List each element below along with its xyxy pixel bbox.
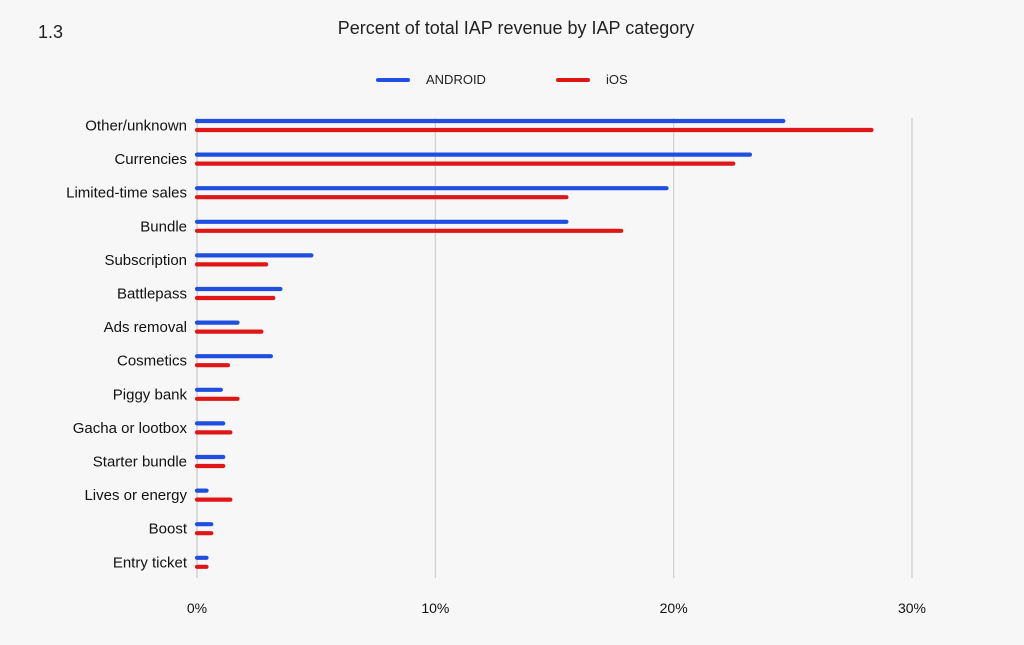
category-label: Lives or energy (84, 487, 187, 504)
category-label: Subscription (104, 252, 187, 269)
legend-swatch-ios (556, 77, 590, 82)
category-label: Boost (149, 521, 188, 538)
category-label: Bundle (140, 218, 187, 235)
category-label: Gacha or lootbox (73, 420, 188, 437)
legend-label-android: ANDROID (426, 72, 486, 87)
category-label: Cosmetics (117, 353, 187, 370)
category-label: Limited-time sales (66, 185, 187, 202)
x-tick-label: 20% (660, 600, 688, 616)
legend-item-ios: iOS (556, 72, 628, 87)
legend-swatch-android (376, 77, 410, 82)
category-label: Entry ticket (113, 554, 188, 571)
x-tick-label: 30% (898, 600, 926, 616)
category-label: Other/unknown (85, 118, 187, 135)
x-tick-label: 10% (421, 600, 449, 616)
category-label: Piggy bank (113, 386, 188, 403)
chart-legend: ANDROID iOS (0, 72, 1024, 92)
chart-title: Percent of total IAP revenue by IAP cate… (337, 18, 695, 38)
figure-number: 1.3 (38, 22, 64, 42)
category-label: Currencies (114, 151, 187, 168)
legend-label-ios: iOS (606, 72, 628, 87)
legend-item-android: ANDROID (376, 72, 486, 87)
category-label: Battlepass (117, 286, 187, 303)
category-label: Ads removal (104, 319, 187, 336)
category-label: Starter bundle (93, 454, 187, 471)
x-tick-label: 0% (187, 600, 207, 616)
